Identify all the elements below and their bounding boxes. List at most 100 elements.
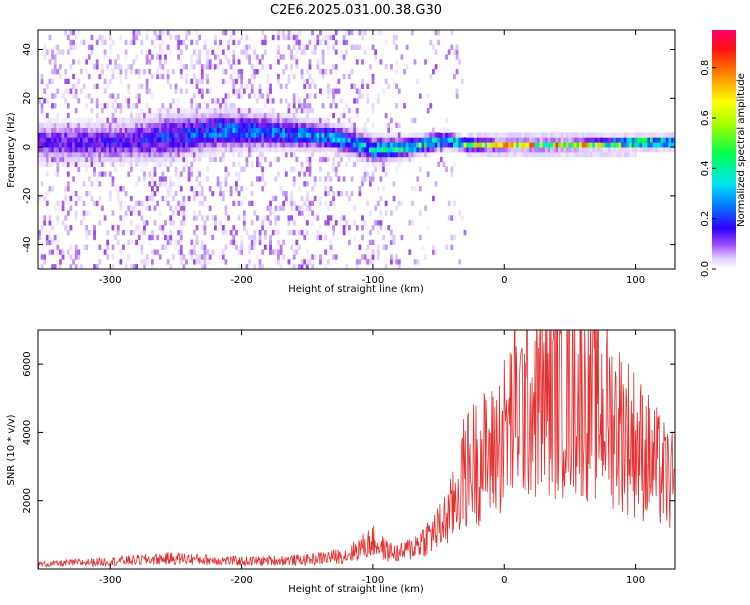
- spectrogram-cell: [350, 151, 354, 158]
- spectrogram-cell: [206, 108, 209, 114]
- spectrogram-cell: [64, 98, 68, 104]
- spectrogram-cell: [305, 229, 309, 236]
- spectrogram-cell: [98, 161, 102, 167]
- spectrogram-cell: [437, 39, 441, 46]
- spectrogram-cell: [644, 132, 648, 138]
- spectrogram-cell: [56, 200, 60, 207]
- x-tick-label: 0: [501, 275, 507, 286]
- spectrogram-cell: [116, 64, 120, 70]
- spectrogram-cell: [216, 137, 220, 143]
- spectrogram-cell: [95, 161, 99, 167]
- spectrogram-cell: [405, 156, 409, 163]
- spectrogram-cell: [274, 215, 278, 221]
- spectrogram-cell: [432, 132, 435, 138]
- spectrogram-cell: [269, 98, 272, 104]
- spectrogram-cell: [395, 34, 399, 41]
- spectrogram-cell: [279, 142, 283, 148]
- spectrogram-cell: [148, 127, 152, 133]
- spectrogram-cell: [363, 122, 367, 128]
- spectrogram-cell: [145, 132, 149, 138]
- spectrogram-cell: [379, 225, 383, 231]
- spectrogram-cell: [366, 117, 370, 124]
- spectrogram-cell: [631, 151, 635, 158]
- spectrogram-cell: [647, 147, 651, 153]
- spectrogram-cell: [158, 73, 162, 80]
- spectrogram-cell: [101, 64, 104, 70]
- spectrogram-cell: [98, 122, 102, 128]
- spectrogram-cell: [316, 59, 320, 65]
- spectrogram-cell: [224, 103, 228, 109]
- spectrogram-cell: [77, 30, 81, 36]
- spectrogram-cell: [103, 161, 107, 167]
- spectrogram-cell: [371, 147, 375, 153]
- spectrogram-cell: [516, 137, 519, 143]
- spectrogram-cell: [200, 244, 204, 250]
- spectrogram-cell: [284, 151, 288, 158]
- spectrogram-cell: [300, 210, 304, 216]
- spectrogram-cell: [363, 127, 367, 133]
- spectrogram-cell: [324, 200, 328, 207]
- spectrogram-cell: [177, 54, 181, 60]
- spectrogram-cell: [106, 122, 110, 128]
- spectrogram-cell: [229, 147, 233, 153]
- spectrogram-cell: [61, 142, 65, 148]
- spectrogram-cell: [439, 132, 443, 138]
- spectrogram-cell: [476, 147, 480, 153]
- spectrogram-cell: [277, 59, 280, 65]
- spectrogram-cell: [185, 259, 188, 265]
- spectrogram-cell: [240, 83, 244, 89]
- spectrogram-cell: [366, 127, 370, 133]
- spectrogram-cell: [182, 195, 186, 202]
- spectrogram-cell: [237, 93, 241, 99]
- spectrogram-cell: [103, 137, 107, 143]
- spectrogram-cell: [129, 205, 133, 211]
- spectrogram-cell: [66, 78, 70, 85]
- spectrogram-cell: [145, 161, 149, 167]
- y-tick-label: -20: [22, 188, 33, 204]
- spectrogram-cell: [229, 112, 233, 119]
- spectrogram-cell: [263, 142, 267, 148]
- spectrogram-cell: [74, 254, 78, 260]
- spectrogram-cell: [53, 156, 57, 163]
- spectrogram-cell: [460, 142, 464, 148]
- spectrogram-cell: [185, 88, 188, 94]
- spectrogram-cell: [368, 156, 372, 163]
- spectrogram-cell: [261, 171, 265, 177]
- spectrogram-cell: [395, 205, 399, 211]
- spectrogram-cell: [660, 132, 664, 138]
- spectrogram-cell: [342, 132, 346, 138]
- spectrogram-cell: [408, 147, 412, 153]
- spectrogram-cell: [164, 117, 167, 124]
- spectrogram-cell: [253, 210, 257, 216]
- spectrogram-cell: [395, 166, 399, 172]
- spectrogram-cell: [384, 132, 388, 138]
- spectrogram-cell: [211, 234, 215, 241]
- spectrogram-cell: [200, 264, 204, 269]
- spectrogram-cell: [127, 98, 131, 104]
- x-tick-label: -300: [99, 275, 122, 286]
- spectrogram-cell: [429, 147, 433, 153]
- spectrogram-cell: [187, 132, 191, 138]
- spectrogram-cell: [261, 142, 265, 148]
- spectrogram-cell: [190, 254, 194, 260]
- spectrogram-cell: [45, 239, 49, 246]
- spectrogram-cell: [192, 210, 196, 216]
- spectrogram-cell: [353, 83, 357, 89]
- spectrogram-cell: [500, 147, 504, 153]
- spectrogram-cell: [82, 122, 86, 128]
- spectrogram-cell: [93, 127, 96, 133]
- spectrogram-cell: [74, 151, 78, 158]
- spectrogram-cell: [355, 151, 359, 158]
- spectrogram-cell: [143, 176, 146, 182]
- spectrogram-cell: [594, 132, 598, 138]
- spectrogram-cell: [124, 69, 128, 75]
- spectrogram-cell: [164, 234, 167, 241]
- spectrogram-cell: [300, 122, 304, 128]
- spectrogram-cell: [166, 190, 170, 197]
- spectrogram-cell: [287, 215, 291, 221]
- spectrogram-cell: [182, 132, 186, 138]
- spectrogram-cell: [61, 205, 65, 211]
- spectrogram-cell: [384, 264, 388, 269]
- spectrogram-cell: [158, 34, 162, 41]
- spectrogram-cell: [263, 117, 267, 124]
